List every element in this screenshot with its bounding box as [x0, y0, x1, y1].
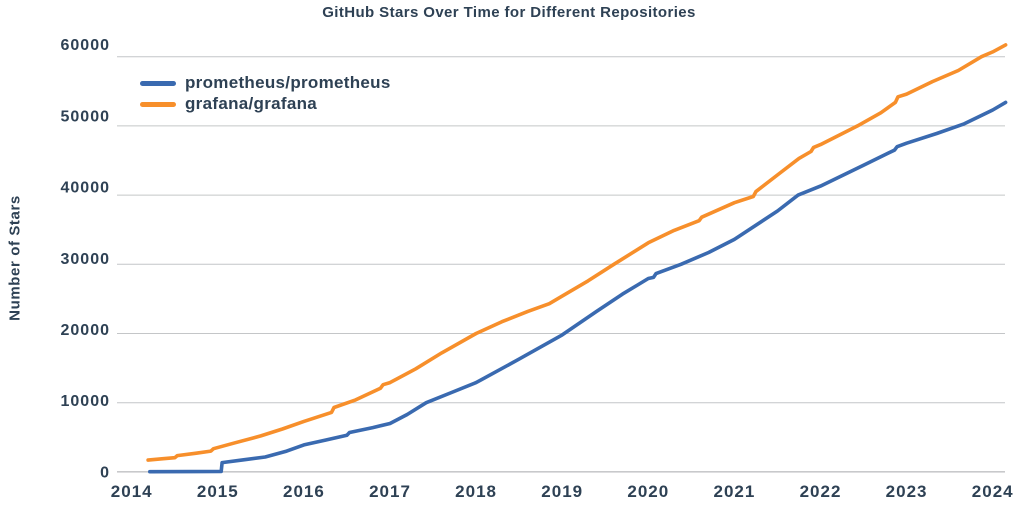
- x-tick-label-2015: 2015: [197, 482, 239, 501]
- x-tick-label-2022: 2022: [800, 482, 842, 501]
- x-tick-label-2020: 2020: [627, 482, 669, 501]
- legend-label-grafana: grafana/grafana: [185, 94, 318, 113]
- x-tick-label-2021: 2021: [713, 482, 755, 501]
- y-tick-label-50000: 50000: [61, 108, 111, 125]
- y-tick-label-20000: 20000: [61, 322, 111, 339]
- legend-label-prometheus: prometheus/prometheus: [185, 73, 391, 92]
- series-line-grafana-grafana: [146, 43, 1008, 462]
- legend-swatch-prometheus-icon: [140, 80, 176, 86]
- chart-title: GitHub Stars Over Time for Different Rep…: [322, 4, 696, 21]
- x-tick-label-2019: 2019: [541, 482, 583, 501]
- y-tick-label-10000: 10000: [61, 393, 111, 410]
- x-tick-label-2018: 2018: [455, 482, 497, 501]
- y-tick-label-60000: 60000: [61, 37, 111, 54]
- legend: prometheus/prometheus grafana/grafana: [140, 73, 391, 113]
- series-line-prometheus-prometheus: [148, 100, 1008, 474]
- x-tick-label-2014: 2014: [111, 482, 153, 501]
- x-tick-label-2017: 2017: [369, 482, 411, 501]
- legend-item-prometheus: prometheus/prometheus: [140, 73, 391, 92]
- x-tick-label-2016: 2016: [283, 482, 325, 501]
- legend-swatch-grafana-icon: [140, 101, 176, 107]
- x-tick-label-2024: 2024: [972, 482, 1014, 501]
- legend-item-grafana: grafana/grafana: [140, 94, 391, 113]
- y-tick-label-40000: 40000: [61, 180, 111, 197]
- y-tick-label-30000: 30000: [61, 251, 111, 268]
- x-tick-label-2023: 2023: [886, 482, 928, 501]
- y-tick-label-0: 0: [100, 464, 110, 481]
